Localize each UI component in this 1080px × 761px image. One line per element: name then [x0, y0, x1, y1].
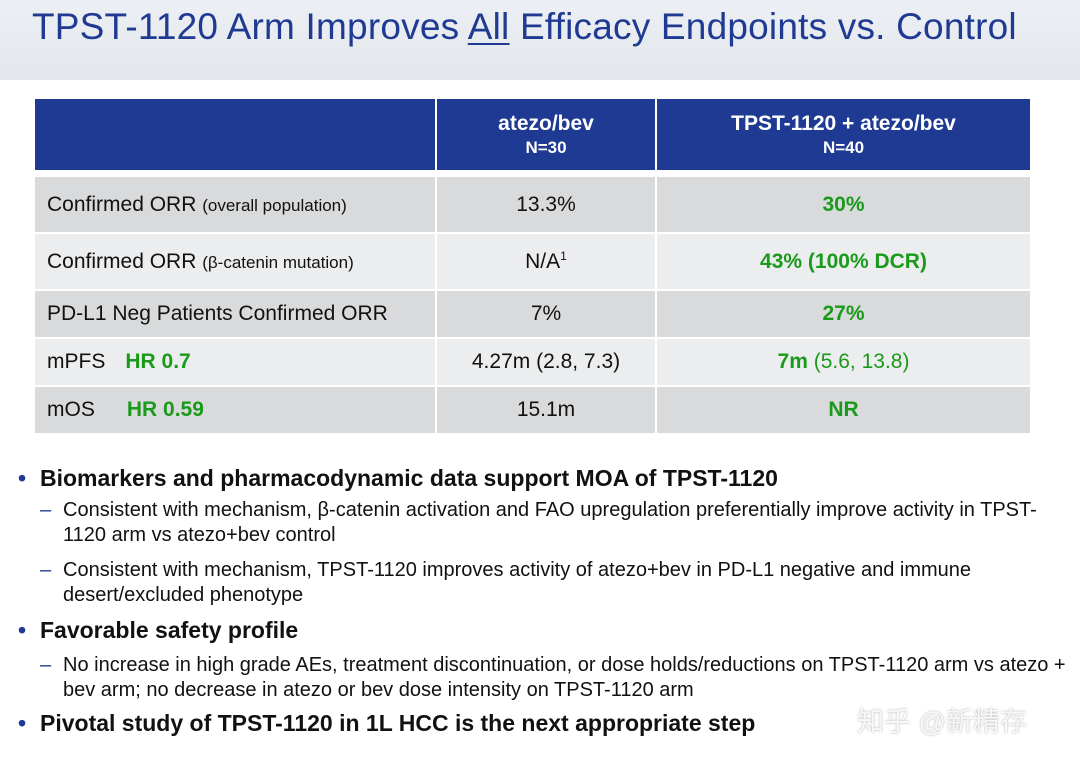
bullet-dot-icon: • — [18, 465, 27, 491]
bullet-item: • Pivotal study of TPST-1120 in 1L HCC is… — [18, 710, 756, 736]
header-control: atezo/bev N=30 — [437, 99, 657, 172]
control-value: 4.27m (2.8, 7.3) — [437, 339, 657, 387]
bullet-list: • Biomarkers and pharmacodynamic data sup… — [18, 464, 1078, 738]
hr-value: HR 0.59 — [126, 398, 204, 421]
table-row: mPFS HR 0.7 4.27m (2.8, 7.3) 7m (5.6, 13.… — [35, 339, 1030, 387]
row-label: Confirmed ORR (β-catenin mutation) — [35, 234, 437, 291]
bullet-item: • Biomarkers and pharmacodynamic data sup… — [18, 465, 778, 491]
hr-value: HR 0.7 — [125, 350, 191, 373]
tpst-value: 7m (5.6, 13.8) — [657, 339, 1030, 387]
table-row: Confirmed ORR (overall population) 13.3%… — [35, 177, 1030, 234]
header-blank — [35, 99, 437, 172]
bullet-dot-icon: • — [18, 710, 27, 736]
control-value: N/A1 — [437, 234, 657, 291]
efficacy-table: atezo/bev N=30 TPST-1120 + atezo/bev N=4… — [35, 99, 1030, 435]
tpst-value: 43% (100% DCR) — [657, 234, 1030, 291]
tpst-value: 27% — [657, 291, 1030, 339]
table-row: mOS HR 0.59 15.1m NR — [35, 387, 1030, 435]
control-value: 13.3% — [437, 177, 657, 234]
tpst-value: NR — [657, 387, 1030, 435]
table-row: Confirmed ORR (β-catenin mutation) N/A1 … — [35, 234, 1030, 291]
sub-bullet-item: – Consistent with mechanism, TPST-1120 im… — [40, 559, 972, 606]
bullet-dot-icon: • — [18, 617, 27, 643]
row-label: mOS HR 0.59 — [35, 387, 437, 435]
control-value: 7% — [437, 291, 657, 339]
table-header-row: atezo/bev N=30 TPST-1120 + atezo/bev N=4… — [35, 99, 1030, 172]
header-tpst: TPST-1120 + atezo/bev N=40 — [657, 99, 1030, 172]
sub-bullet-item: – No increase in high grade AEs, treatmen… — [40, 654, 1066, 701]
row-label: Confirmed ORR (overall population) — [35, 177, 437, 234]
dash-icon: – — [40, 559, 52, 581]
watermark: 知乎 @新精存 — [857, 707, 1027, 737]
control-value: 15.1m — [437, 387, 657, 435]
table-row: PD-L1 Neg Patients Confirmed ORR 7% 27% — [35, 291, 1030, 339]
bullet-item: • Favorable safety profile — [18, 617, 299, 643]
tpst-value: 30% — [657, 177, 1030, 234]
row-label: PD-L1 Neg Patients Confirmed ORR — [35, 291, 437, 339]
page-title: TPST-1120 Arm Improves All Efficacy Endp… — [32, 6, 1017, 47]
row-label: mPFS HR 0.7 — [35, 339, 437, 387]
dash-icon: – — [40, 499, 52, 521]
dash-icon: – — [40, 654, 52, 676]
sub-bullet-item: – Consistent with mechanism, β-catenin ac… — [40, 499, 1037, 546]
title-bar: TPST-1120 Arm Improves All Efficacy Endp… — [0, 0, 1080, 80]
